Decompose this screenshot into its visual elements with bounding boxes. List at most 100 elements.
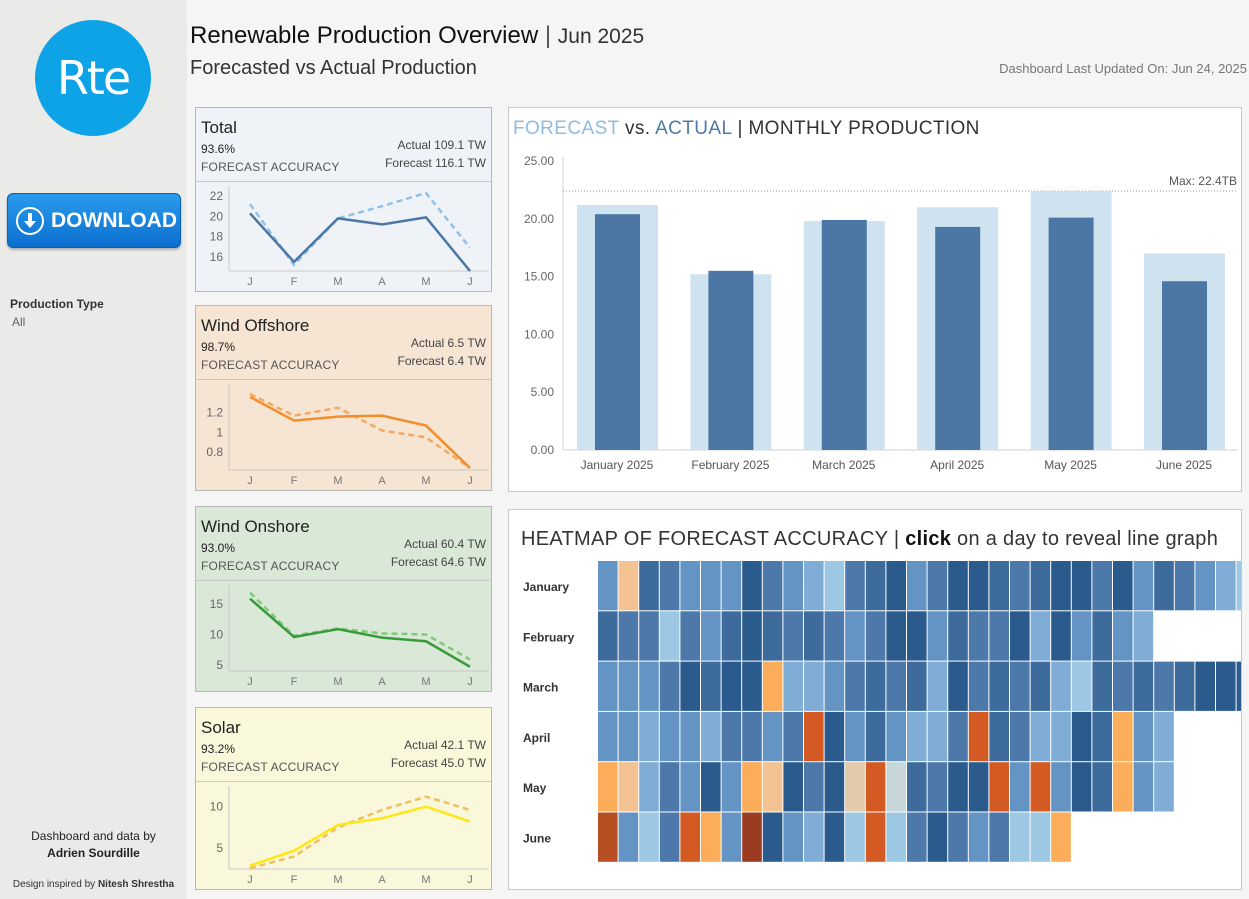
heatmap-cell xyxy=(907,762,927,812)
kpi-forecast: Forecast 6.4 TW xyxy=(397,354,486,368)
heatmap-cell xyxy=(907,661,927,711)
heatmap-cell xyxy=(783,561,803,611)
production-type-filter[interactable]: All xyxy=(12,315,26,329)
heatmap-cell xyxy=(804,661,824,711)
heatmap-cell xyxy=(721,561,742,611)
x-tick-label: J xyxy=(247,276,253,288)
heatmap-cell xyxy=(701,561,721,611)
download-button[interactable]: DOWNLOAD xyxy=(7,193,181,248)
heatmap-cell xyxy=(1030,561,1051,611)
kpi-actual: Actual 42.1 TW xyxy=(404,738,486,752)
heatmap-cell xyxy=(618,561,639,611)
actual-line xyxy=(249,395,471,469)
heatmap-cell xyxy=(1092,711,1112,762)
actual-bar xyxy=(708,270,754,450)
heatmap-cell xyxy=(598,611,618,661)
y-tick-label: 10.00 xyxy=(524,327,554,341)
kpi-card-wind-onshore[interactable]: Wind Onshore 93.0% FORECAST ACCURACY Actual… xyxy=(195,506,492,692)
heatmap-cell xyxy=(927,711,948,762)
actual-line xyxy=(249,805,471,867)
heatmap-month-label: March xyxy=(523,681,558,695)
heatmap-cell xyxy=(598,561,618,611)
heatmap-cell xyxy=(1133,611,1154,661)
monthly-production-chart: FORECAST vs. ACTUAL | MONTHLY PRODUCTION… xyxy=(508,107,1242,492)
heatmap-cell xyxy=(865,561,886,611)
kpi-forecast: Forecast 45.0 TW xyxy=(390,756,486,770)
heatmap-cell xyxy=(680,611,700,661)
heatmap-cell xyxy=(1195,561,1215,611)
heatmap-cell xyxy=(598,812,618,862)
heatmap-cell xyxy=(639,561,659,611)
heatmap-month-label: April xyxy=(523,731,550,745)
heatmap-cell xyxy=(1113,711,1133,762)
heatmap-cell xyxy=(948,561,968,611)
heatmap-month-label: June xyxy=(523,832,551,846)
heatmap-cell xyxy=(762,661,783,711)
heatmap-cell xyxy=(927,611,948,661)
heatmap-cell xyxy=(886,711,906,762)
heatmap-cell xyxy=(1154,561,1174,611)
heatmap-cell xyxy=(865,661,886,711)
heatmap-cell xyxy=(1113,561,1133,611)
heatmap-cell xyxy=(783,611,803,661)
heatmap-cell xyxy=(1071,661,1092,711)
heatmap-cell xyxy=(659,661,680,711)
actual-line xyxy=(249,212,471,272)
heatmap-month-label: May xyxy=(523,781,547,795)
y-tick-label: 20.00 xyxy=(524,212,554,226)
kpi-card-total[interactable]: Total 93.6% FORECAST ACCURACY Actual 109.1 … xyxy=(195,107,492,292)
x-tick-label: F xyxy=(291,475,298,487)
heatmap-cell xyxy=(1092,762,1112,812)
last-updated: Dashboard Last Updated On: Jun 24, 2025 xyxy=(999,61,1247,76)
bar-chart: 0.00 5.00 10.00 15.00 20.00 25.00 Max: 22.4TB J… xyxy=(524,154,1237,472)
heatmap-cell xyxy=(1071,711,1092,762)
heatmap-cell xyxy=(783,711,803,762)
heatmap-cell xyxy=(824,611,845,661)
heatmap-cell xyxy=(1154,762,1174,812)
heatmap-cell xyxy=(680,812,700,862)
heatmap-cell xyxy=(968,711,989,762)
x-tick-label: January 2025 xyxy=(581,458,654,472)
heatmap-cell xyxy=(742,762,762,812)
heatmap-cell xyxy=(865,762,886,812)
heatmap-cell xyxy=(886,561,906,611)
kpi-card-wind-offshore[interactable]: Wind Offshore 98.7% FORECAST ACCURACY Actua… xyxy=(195,305,492,491)
heatmap-cell xyxy=(1010,561,1030,611)
x-tick-label: April 2025 xyxy=(930,458,984,472)
heatmap-cell xyxy=(1154,711,1174,762)
heatmap-cell xyxy=(721,711,742,762)
heatmap-cell xyxy=(701,711,721,762)
x-tick-label: M xyxy=(421,475,430,487)
heatmap-cell xyxy=(659,711,680,762)
heatmap-cell xyxy=(1010,611,1030,661)
heatmap-cell xyxy=(1071,762,1092,812)
download-icon xyxy=(16,206,44,235)
heatmap-cell xyxy=(989,561,1009,611)
kpi-accuracy-label: FORECAST ACCURACY xyxy=(201,760,340,774)
kpi-card-solar[interactable]: Solar 93.2% FORECAST ACCURACY Actual 42.1 T… xyxy=(195,707,492,890)
y-tick-label: 10 xyxy=(210,800,224,814)
kpi-card-header: Wind Onshore 93.0% FORECAST ACCURACY Actual… xyxy=(196,507,491,581)
heatmap-cell xyxy=(989,661,1009,711)
x-tick-label: M xyxy=(333,475,342,487)
heatmap-cell xyxy=(742,611,762,661)
page-title: Renewable Production Overview | Jun 2025 xyxy=(190,22,645,49)
kpi-title: Wind Offshore xyxy=(201,316,310,335)
heatmap-cell xyxy=(1051,611,1071,661)
heatmap-cell xyxy=(1174,661,1195,711)
y-tick-label: 25.00 xyxy=(524,154,554,168)
heatmap-cell xyxy=(639,611,659,661)
heatmap-cell xyxy=(721,661,742,711)
heatmap-cell xyxy=(1216,661,1236,711)
heatmap-cell xyxy=(1030,711,1051,762)
heatmap-cell xyxy=(1092,611,1112,661)
kpi-accuracy-value: 93.6% xyxy=(201,142,236,156)
y-tick-label: 10 xyxy=(210,628,224,642)
x-tick-label: F xyxy=(291,874,298,886)
heatmap-cell xyxy=(845,561,865,611)
heatmap-cell xyxy=(659,762,680,812)
heatmap-cell xyxy=(989,762,1009,812)
y-tick-label: 18 xyxy=(210,230,224,244)
heatmap-cell xyxy=(762,762,783,812)
heatmap-cell xyxy=(762,561,783,611)
